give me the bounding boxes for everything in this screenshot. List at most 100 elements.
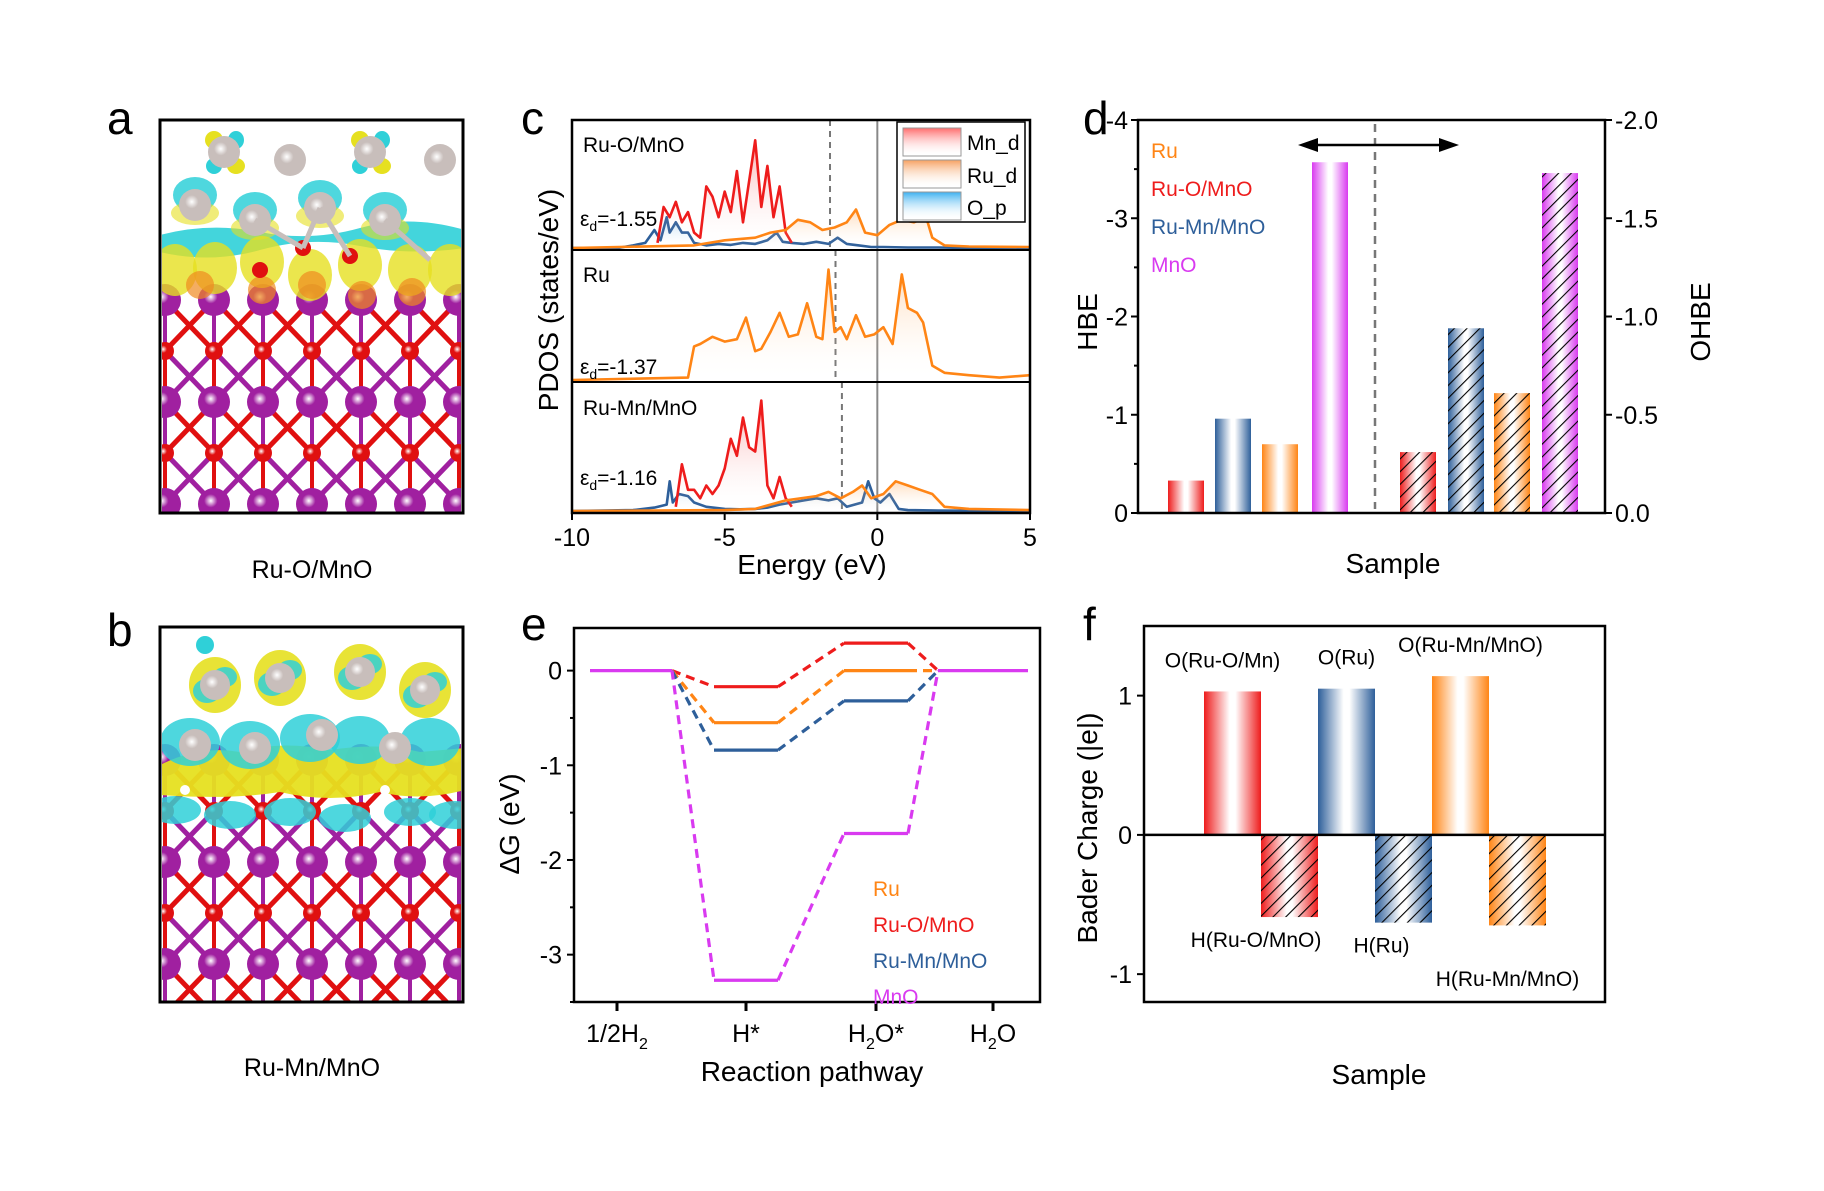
mn-atom bbox=[296, 386, 328, 418]
charge-accumulation-isosurface bbox=[428, 244, 461, 296]
panel-d-ytick: 0 bbox=[1114, 500, 1128, 528]
mn-atom bbox=[162, 386, 181, 418]
panel-d-ylabel: HBE bbox=[1072, 293, 1103, 351]
panel-c-xtick: 5 bbox=[1023, 524, 1037, 552]
panel-a-frame bbox=[158, 118, 465, 515]
panel-d-ytick: -3 bbox=[1106, 205, 1128, 233]
subpanel-label-ru-o-mno: Ru-O/MnO bbox=[583, 134, 685, 157]
mn-atom bbox=[198, 948, 230, 980]
mn-atom bbox=[296, 948, 328, 980]
o-atom bbox=[450, 1006, 468, 1024]
mn-atom bbox=[162, 488, 181, 513]
panel-e-ytick: 0 bbox=[548, 658, 562, 686]
arrow-right-head bbox=[1439, 138, 1459, 152]
ru-atom bbox=[265, 663, 295, 693]
ed-value: =-1.37 bbox=[597, 356, 657, 379]
legend-label-mno: MnO bbox=[873, 986, 919, 1009]
transition-dashed-line bbox=[906, 669, 940, 703]
panel-e-letter: e bbox=[521, 598, 547, 650]
panel-d-y2tick: -1.5 bbox=[1615, 205, 1658, 233]
mn-atom bbox=[296, 846, 328, 878]
pdos-line-mn-d bbox=[656, 139, 793, 244]
d-band-center-ru-o-mno: εd=-1.55 bbox=[580, 208, 657, 234]
charge-depletion-isosurface bbox=[264, 798, 316, 826]
ed-value: =-1.55 bbox=[597, 208, 657, 231]
transition-dashed-line bbox=[670, 669, 716, 751]
panel-e-ytick: -1 bbox=[540, 752, 562, 780]
legend-label-mno: MnO bbox=[1151, 254, 1197, 277]
ru-atom bbox=[410, 675, 440, 705]
o-atom bbox=[401, 1006, 419, 1024]
o-atom bbox=[205, 904, 223, 922]
mn-atom bbox=[394, 386, 426, 418]
o-atom bbox=[352, 1006, 370, 1024]
panel-e-legend: Ru Ru-O/MnO Ru-Mn/MnO MnO bbox=[873, 878, 987, 1009]
o-atom bbox=[205, 342, 223, 360]
ohbe-bar-hatch bbox=[1542, 173, 1578, 513]
panel-d-binding-energy-chart: d 0 -1 -2 -3 -4 0.0 -0.5 -1.0 -1.5 -2.0 Sample HB… bbox=[1072, 92, 1716, 579]
pdos-line-mn-d bbox=[674, 399, 793, 508]
pdos-subpanel bbox=[571, 120, 1031, 250]
ru-atom bbox=[354, 136, 386, 168]
legend-label-ru: Ru bbox=[1151, 140, 1178, 163]
mn-atom bbox=[394, 846, 426, 878]
panel-b-letter: b bbox=[107, 604, 133, 656]
panel-d-ytick: -4 bbox=[1106, 107, 1128, 135]
bar-label: H(Ru) bbox=[1354, 935, 1410, 958]
svg-text:εd=-1.16: εd=-1.16 bbox=[580, 467, 657, 493]
transition-dashed-line bbox=[670, 669, 716, 724]
o-atom bbox=[401, 444, 419, 462]
pdos-line-ru-d bbox=[571, 480, 1031, 513]
panel-f-xlabel: Sample bbox=[1332, 1059, 1427, 1090]
transition-dashed-line bbox=[670, 670, 716, 981]
panel-d-xlabel: Sample bbox=[1346, 548, 1441, 579]
legend-label-ru: Ru bbox=[873, 878, 900, 901]
pathway-ru-o-mno bbox=[671, 641, 940, 689]
panel-e-xtick: H2O* bbox=[848, 1020, 904, 1053]
panel-a-letter: a bbox=[107, 92, 133, 144]
panel-b-structure: b Ru-Mn/MnO bbox=[107, 604, 468, 1082]
mn-atom bbox=[247, 488, 279, 513]
bar-hatch bbox=[1261, 834, 1318, 918]
ru-atom bbox=[239, 732, 271, 764]
panel-b-frame bbox=[158, 625, 465, 1004]
panel-f-ytick: -1 bbox=[1110, 961, 1132, 989]
ru-mn-mno-structure-image bbox=[162, 636, 468, 1024]
pdos-fill-ru-d bbox=[572, 209, 1030, 248]
panel-c-pdos-chart: c -10 -5 0 5 Energy (eV) PDOS (states/eV… bbox=[521, 92, 1037, 580]
pathway-mno bbox=[590, 669, 1028, 982]
legend-label-ru-mn-mno: Ru-Mn/MnO bbox=[1151, 216, 1265, 239]
o-atom bbox=[450, 444, 461, 462]
panel-f-ylabel: Bader Charge (|e|) bbox=[1072, 713, 1103, 944]
mn-atom bbox=[247, 386, 279, 418]
bar-label: H(Ru-O/MnO) bbox=[1191, 929, 1322, 952]
o-atom bbox=[303, 444, 321, 462]
mn-atom bbox=[198, 846, 230, 878]
transition-dashed-line bbox=[777, 641, 845, 689]
mn-atom bbox=[198, 488, 230, 513]
panel-e-ytick: -3 bbox=[540, 942, 562, 970]
legend-label-ru-mn-mno: Ru-Mn/MnO bbox=[873, 950, 987, 973]
o-atom bbox=[205, 444, 223, 462]
ohbe-bar-hatch bbox=[1494, 393, 1530, 513]
mn-atom bbox=[247, 846, 279, 878]
panel-f-ytick: 1 bbox=[1118, 683, 1132, 711]
panel-e-ytick: -2 bbox=[540, 847, 562, 875]
mn-atom bbox=[345, 488, 377, 513]
o-atom bbox=[254, 444, 272, 462]
o-atom bbox=[205, 546, 223, 564]
charge-depletion-isosurface bbox=[162, 796, 201, 824]
o-atom bbox=[352, 444, 370, 462]
pdos-subpanel bbox=[571, 249, 1031, 382]
d-band-center-ru-mn-mno: εd=-1.16 bbox=[580, 467, 657, 493]
legend-label-ru-o-mno: Ru-O/MnO bbox=[1151, 178, 1253, 201]
charge-depletion-isosurface bbox=[429, 801, 461, 829]
panel-e-ylabel: ΔG (eV) bbox=[494, 773, 525, 874]
transition-dashed-line bbox=[906, 670, 940, 834]
o-atom bbox=[156, 546, 174, 564]
panel-d-y2tick: -0.5 bbox=[1615, 402, 1658, 430]
panel-c-letter: c bbox=[521, 92, 544, 144]
o-charge-bar bbox=[1204, 691, 1261, 835]
panel-d-ytick: -1 bbox=[1106, 402, 1128, 430]
mn-atom bbox=[162, 846, 181, 878]
